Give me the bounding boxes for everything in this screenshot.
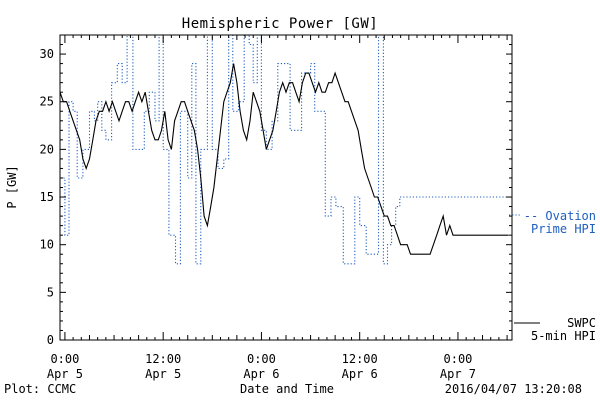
series-ovation-line xyxy=(60,35,512,265)
y-tick-label: 30 xyxy=(40,47,54,61)
legend-swpc-label-1: SWPC xyxy=(567,316,596,330)
x-tick-time-label: 12:00 xyxy=(342,352,378,366)
y-tick-label: 20 xyxy=(40,142,54,156)
legend-ovation-label-2: Prime HPI xyxy=(531,222,596,236)
plot-credit: Plot: CCMC xyxy=(4,382,76,396)
chart-title: Hemispheric Power [GW] xyxy=(182,16,378,32)
y-tick-label: 10 xyxy=(40,238,54,252)
x-tick-time-label: 0:00 xyxy=(50,352,79,366)
x-tick-time-label: 0:00 xyxy=(247,352,276,366)
plot-timestamp: 2016/04/07 13:20:08 xyxy=(445,382,582,396)
legend-ovation-label-1: -- Ovation xyxy=(524,209,596,223)
y-tick-label: 5 xyxy=(47,285,54,299)
series-swpc-line xyxy=(60,63,509,255)
x-axis-label: Date and Time xyxy=(240,382,334,396)
x-tick-time-label: 12:00 xyxy=(145,352,181,366)
x-tick-date-label: Apr 5 xyxy=(47,367,83,381)
x-tick-time-label: 0:00 xyxy=(444,352,473,366)
x-tick-date-label: Apr 6 xyxy=(342,367,378,381)
x-tick-date-label: Apr 6 xyxy=(243,367,279,381)
x-tick-date-label: Apr 5 xyxy=(145,367,181,381)
x-tick-date-label: Apr 7 xyxy=(440,367,476,381)
legend-swpc-label-2: 5-min HPI xyxy=(531,329,596,343)
y-tick-label: 15 xyxy=(40,190,54,204)
y-tick-label: 0 xyxy=(47,333,54,347)
y-axis-label: P [GW] xyxy=(5,165,19,208)
y-axis: 0 5 10 15 20 25 30 xyxy=(40,44,512,347)
plot-frame xyxy=(59,34,513,341)
series-layer xyxy=(60,35,512,265)
y-tick-label: 25 xyxy=(40,95,54,109)
